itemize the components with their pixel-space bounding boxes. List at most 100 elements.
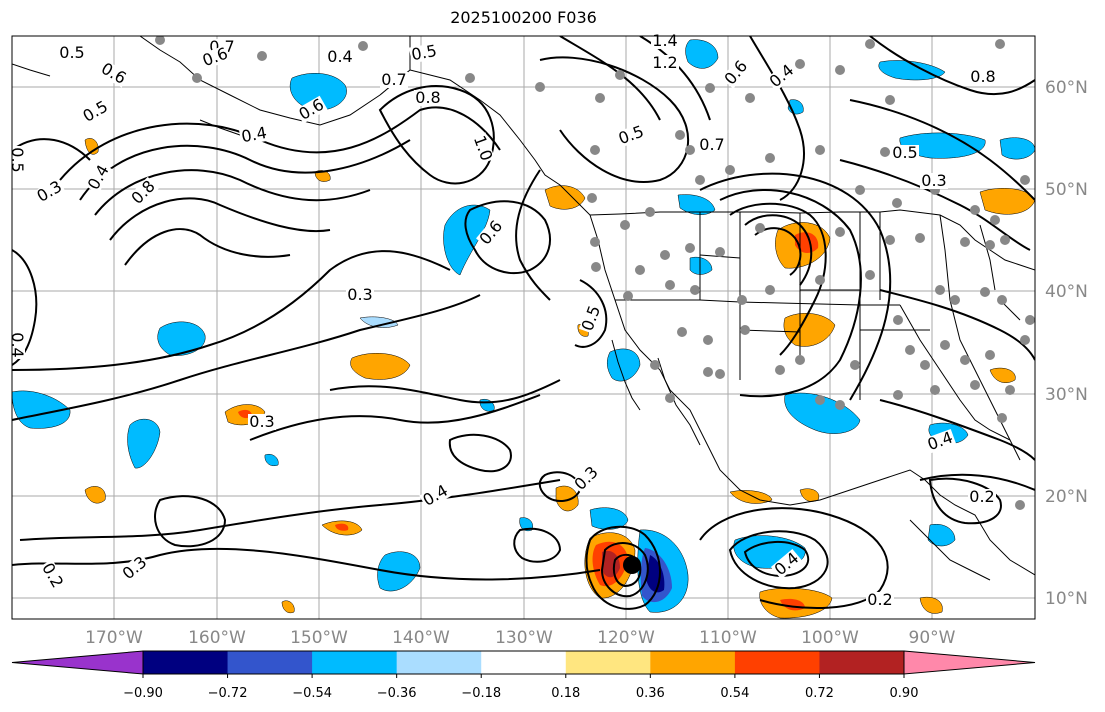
contour-label-background (38, 559, 67, 592)
station-dot (990, 215, 1000, 225)
station-dot (755, 223, 765, 233)
station-dot (705, 83, 715, 93)
contour-label-background (770, 549, 803, 580)
contour-label-background (578, 302, 604, 335)
station-dot (885, 235, 895, 245)
colorbar-tick-label: 0.36 (636, 686, 665, 701)
station-dot (715, 369, 725, 379)
station-dot (257, 51, 267, 61)
lon-label: 130°W (495, 628, 553, 648)
contour-label: 0.5 (892, 143, 917, 162)
station-dot (795, 59, 805, 69)
lat-label: 20°N (1045, 487, 1088, 507)
station-dot (1020, 335, 1030, 345)
contour-label-background (58, 45, 86, 61)
station-dot (795, 355, 805, 365)
colorbar-tick-label: 0.54 (720, 686, 749, 701)
contour-label: 0.8 (970, 67, 995, 86)
contour-label-background (118, 553, 151, 584)
colorbar-tick-label: 0.90 (890, 686, 919, 701)
colorbar-tick-label: −0.90 (123, 686, 163, 701)
station-dot (960, 237, 970, 247)
colorbar-segment (312, 651, 398, 674)
lon-label: 90°W (909, 628, 956, 648)
contour-label-background (698, 137, 726, 153)
station-dot (775, 365, 785, 375)
colorbar-tick-label: −0.36 (377, 686, 417, 701)
station-dot (587, 193, 597, 203)
station-dot (675, 130, 685, 140)
contour-label-background (419, 481, 452, 510)
station-dot (695, 175, 705, 185)
contour-label-background (651, 55, 679, 71)
station-dot (865, 39, 875, 49)
station-dot (737, 295, 747, 305)
contour-label-background (79, 97, 112, 126)
colorbar-segment (650, 651, 736, 674)
station-dot (960, 355, 970, 365)
station-dot (935, 285, 945, 295)
station-dot (815, 145, 825, 155)
colorbar-segment (819, 651, 905, 674)
contour-label: 0.7 (699, 135, 724, 154)
contour-label: 0.5 (59, 43, 84, 62)
contour-label: 0.4 (327, 47, 352, 66)
station-dot (192, 73, 202, 83)
colorbar-segment (396, 651, 482, 674)
station-dot (970, 380, 980, 390)
station-dot (615, 70, 625, 80)
station-dot (765, 285, 775, 295)
station-dot (740, 325, 750, 335)
station-dot (1000, 235, 1010, 245)
station-dot (815, 395, 825, 405)
lon-label: 160°W (188, 628, 246, 648)
station-dot (980, 287, 990, 297)
contour-label: 0.5 (410, 41, 438, 64)
contour-label-background (9, 146, 25, 174)
contour-label-background (920, 173, 948, 189)
station-dot (685, 145, 695, 155)
colorbar: −0.90 −0.72 −0.54 −0.36 −0.18 0.18 0.36 0.54 0.7… (11, 650, 1036, 701)
station-dot (685, 243, 695, 253)
station-dot (703, 335, 713, 345)
contour-label-background (33, 177, 66, 206)
contour-label-background (968, 489, 996, 505)
contour-label: 0.4 (240, 123, 268, 146)
colorbar-tick-label: 0.72 (805, 686, 834, 701)
contour-label-background (765, 61, 798, 92)
colorbar-tick-label: 0.18 (551, 686, 580, 701)
contour-label: 0.2 (969, 487, 994, 506)
colorbar-tick-label: −0.72 (208, 686, 248, 701)
station-dot (665, 280, 675, 290)
colorbar-segment (143, 651, 229, 674)
station-dot (892, 198, 902, 208)
station-dot (677, 327, 687, 337)
contour-label: 0.3 (249, 412, 274, 431)
contour-label: 0.3 (347, 285, 372, 304)
contour-label-background (248, 414, 276, 430)
contour-label-group: 0.50.60.70.60.40.50.80.70.50.60.41.00.30… (8, 31, 997, 609)
cyclone-center-marker (623, 556, 641, 574)
contour-label-background (470, 132, 496, 165)
station-dot (880, 147, 890, 157)
station-dot (1025, 315, 1035, 325)
contour-label: 0.8 (415, 88, 440, 107)
station-dot (765, 153, 775, 163)
station-dot (690, 285, 700, 295)
station-dot (930, 385, 940, 395)
contour-label-background (380, 72, 408, 88)
station-dot (815, 275, 825, 285)
station-dot (620, 220, 630, 230)
station-dot (745, 93, 755, 103)
observation-stations (155, 36, 1035, 510)
lat-label: 30°N (1045, 385, 1088, 405)
colorbar-segment (227, 651, 313, 674)
contour-label-background (866, 592, 894, 608)
station-dot (1005, 385, 1015, 395)
station-dot (905, 345, 915, 355)
station-dot (893, 390, 903, 400)
station-dot (885, 95, 895, 105)
station-dot (660, 250, 670, 260)
station-dot (850, 360, 860, 370)
